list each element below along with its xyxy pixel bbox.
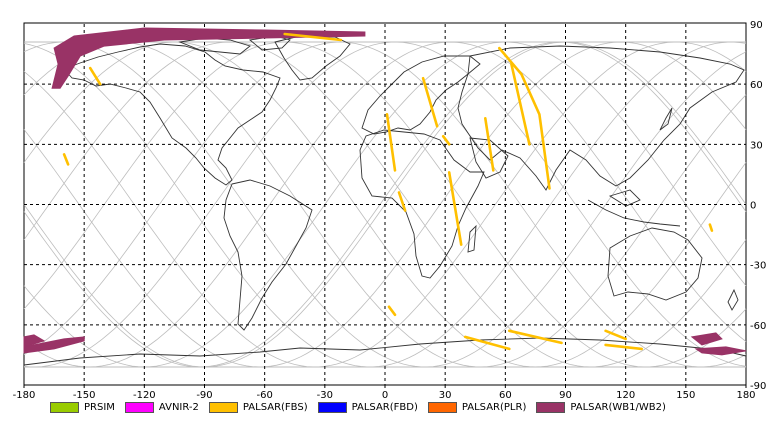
x-tick-label: -60 (256, 390, 272, 401)
y-tick-label: -90 (750, 381, 766, 392)
x-tick-label: -30 (317, 390, 333, 401)
legend: PRSIM AVNIR-2 PALSAR(FBS) PALSAR(FBD) PALSAR… (50, 402, 676, 413)
legend-label: PALSAR(PLR) (461, 402, 527, 413)
x-tick-label: -150 (73, 390, 96, 401)
x-tick-label: 90 (559, 390, 572, 401)
coast-indonesia (587, 189, 681, 227)
palsar-wb-swaths (23, 27, 747, 356)
legend-label: PALSAR(WB1/WB2) (570, 402, 666, 413)
x-tick-label: 180 (736, 390, 755, 401)
axis-ticks: -180 -150 -120 -90 -60 -30 0 30 60 90 120 150 180 90 6… (13, 20, 767, 401)
fbs-swath (604, 329, 628, 341)
fbs-swath (483, 117, 495, 172)
fbs-swath (510, 62, 531, 146)
orbit-track (23, 41, 747, 368)
fbs-swath (441, 135, 451, 146)
fbs-swath (497, 46, 551, 190)
graticule (24, 24, 746, 385)
fbs-swath (397, 191, 407, 212)
fbs-swath (387, 305, 397, 317)
x-tick-label: 60 (499, 390, 512, 401)
legend-label: AVNIR-2 (158, 402, 199, 413)
legend-swatch (50, 402, 79, 413)
wb-swath (23, 334, 46, 348)
fbs-swath (385, 113, 397, 172)
wb-swath (51, 27, 366, 89)
legend-swatch (124, 402, 154, 413)
legend-item: PRSIM (50, 402, 115, 413)
x-tick-label: 30 (439, 390, 452, 401)
coast-north-america (63, 43, 281, 186)
y-tick-label: 0 (750, 201, 756, 212)
wb-swath (690, 332, 723, 346)
coast-new-zealand (727, 288, 739, 311)
x-tick-label: 150 (676, 390, 695, 401)
palsar-fbs-swaths (62, 32, 714, 351)
fbs-swath (708, 223, 714, 232)
legend-swatch (427, 402, 457, 413)
y-tick-label: 30 (750, 140, 763, 151)
x-tick-label: -120 (133, 390, 156, 401)
legend-label: PALSAR(FBD) (351, 402, 418, 413)
legend-item: PALSAR(FBD) (317, 402, 418, 413)
fbs-swath (88, 66, 102, 86)
y-tick-label: -60 (750, 321, 766, 332)
legend-label: PALSAR(FBS) (242, 402, 308, 413)
coast-madagascar (467, 224, 477, 253)
coast-australia (607, 227, 703, 301)
fbs-swath (507, 329, 563, 345)
x-tick-label: 120 (616, 390, 635, 401)
legend-swatch (208, 402, 238, 413)
coastlines (23, 35, 747, 366)
coast-arabia (469, 137, 509, 179)
coast-japan (659, 107, 673, 131)
legend-item: PALSAR(PLR) (427, 402, 527, 413)
fbs-swath (463, 335, 511, 351)
wb-swath (23, 336, 85, 354)
fbs-swath (447, 171, 463, 246)
x-tick-label: -90 (196, 390, 212, 401)
legend-item: PALSAR(WB1/WB2) (536, 402, 666, 413)
legend-swatch (536, 402, 566, 413)
fbs-swath (421, 76, 439, 128)
legend-item: AVNIR-2 (124, 402, 199, 413)
fbs-swath (62, 153, 70, 166)
wb-swath (694, 346, 747, 356)
fbs-swath (604, 343, 644, 351)
orbit-track (23, 41, 747, 368)
coast-south-america (223, 179, 313, 331)
x-tick-label: 0 (382, 390, 388, 401)
x-tick-label: -180 (13, 390, 36, 401)
fbs-swath (283, 32, 343, 42)
legend-swatch (317, 402, 347, 413)
y-tick-label: 60 (750, 80, 763, 91)
y-tick-label: 90 (750, 20, 763, 31)
y-tick-label: -30 (750, 261, 766, 272)
coast-europe (361, 55, 481, 135)
legend-item: PALSAR(FBS) (208, 402, 308, 413)
coast-antarctica (23, 337, 747, 366)
legend-label: PRSIM (84, 402, 115, 413)
